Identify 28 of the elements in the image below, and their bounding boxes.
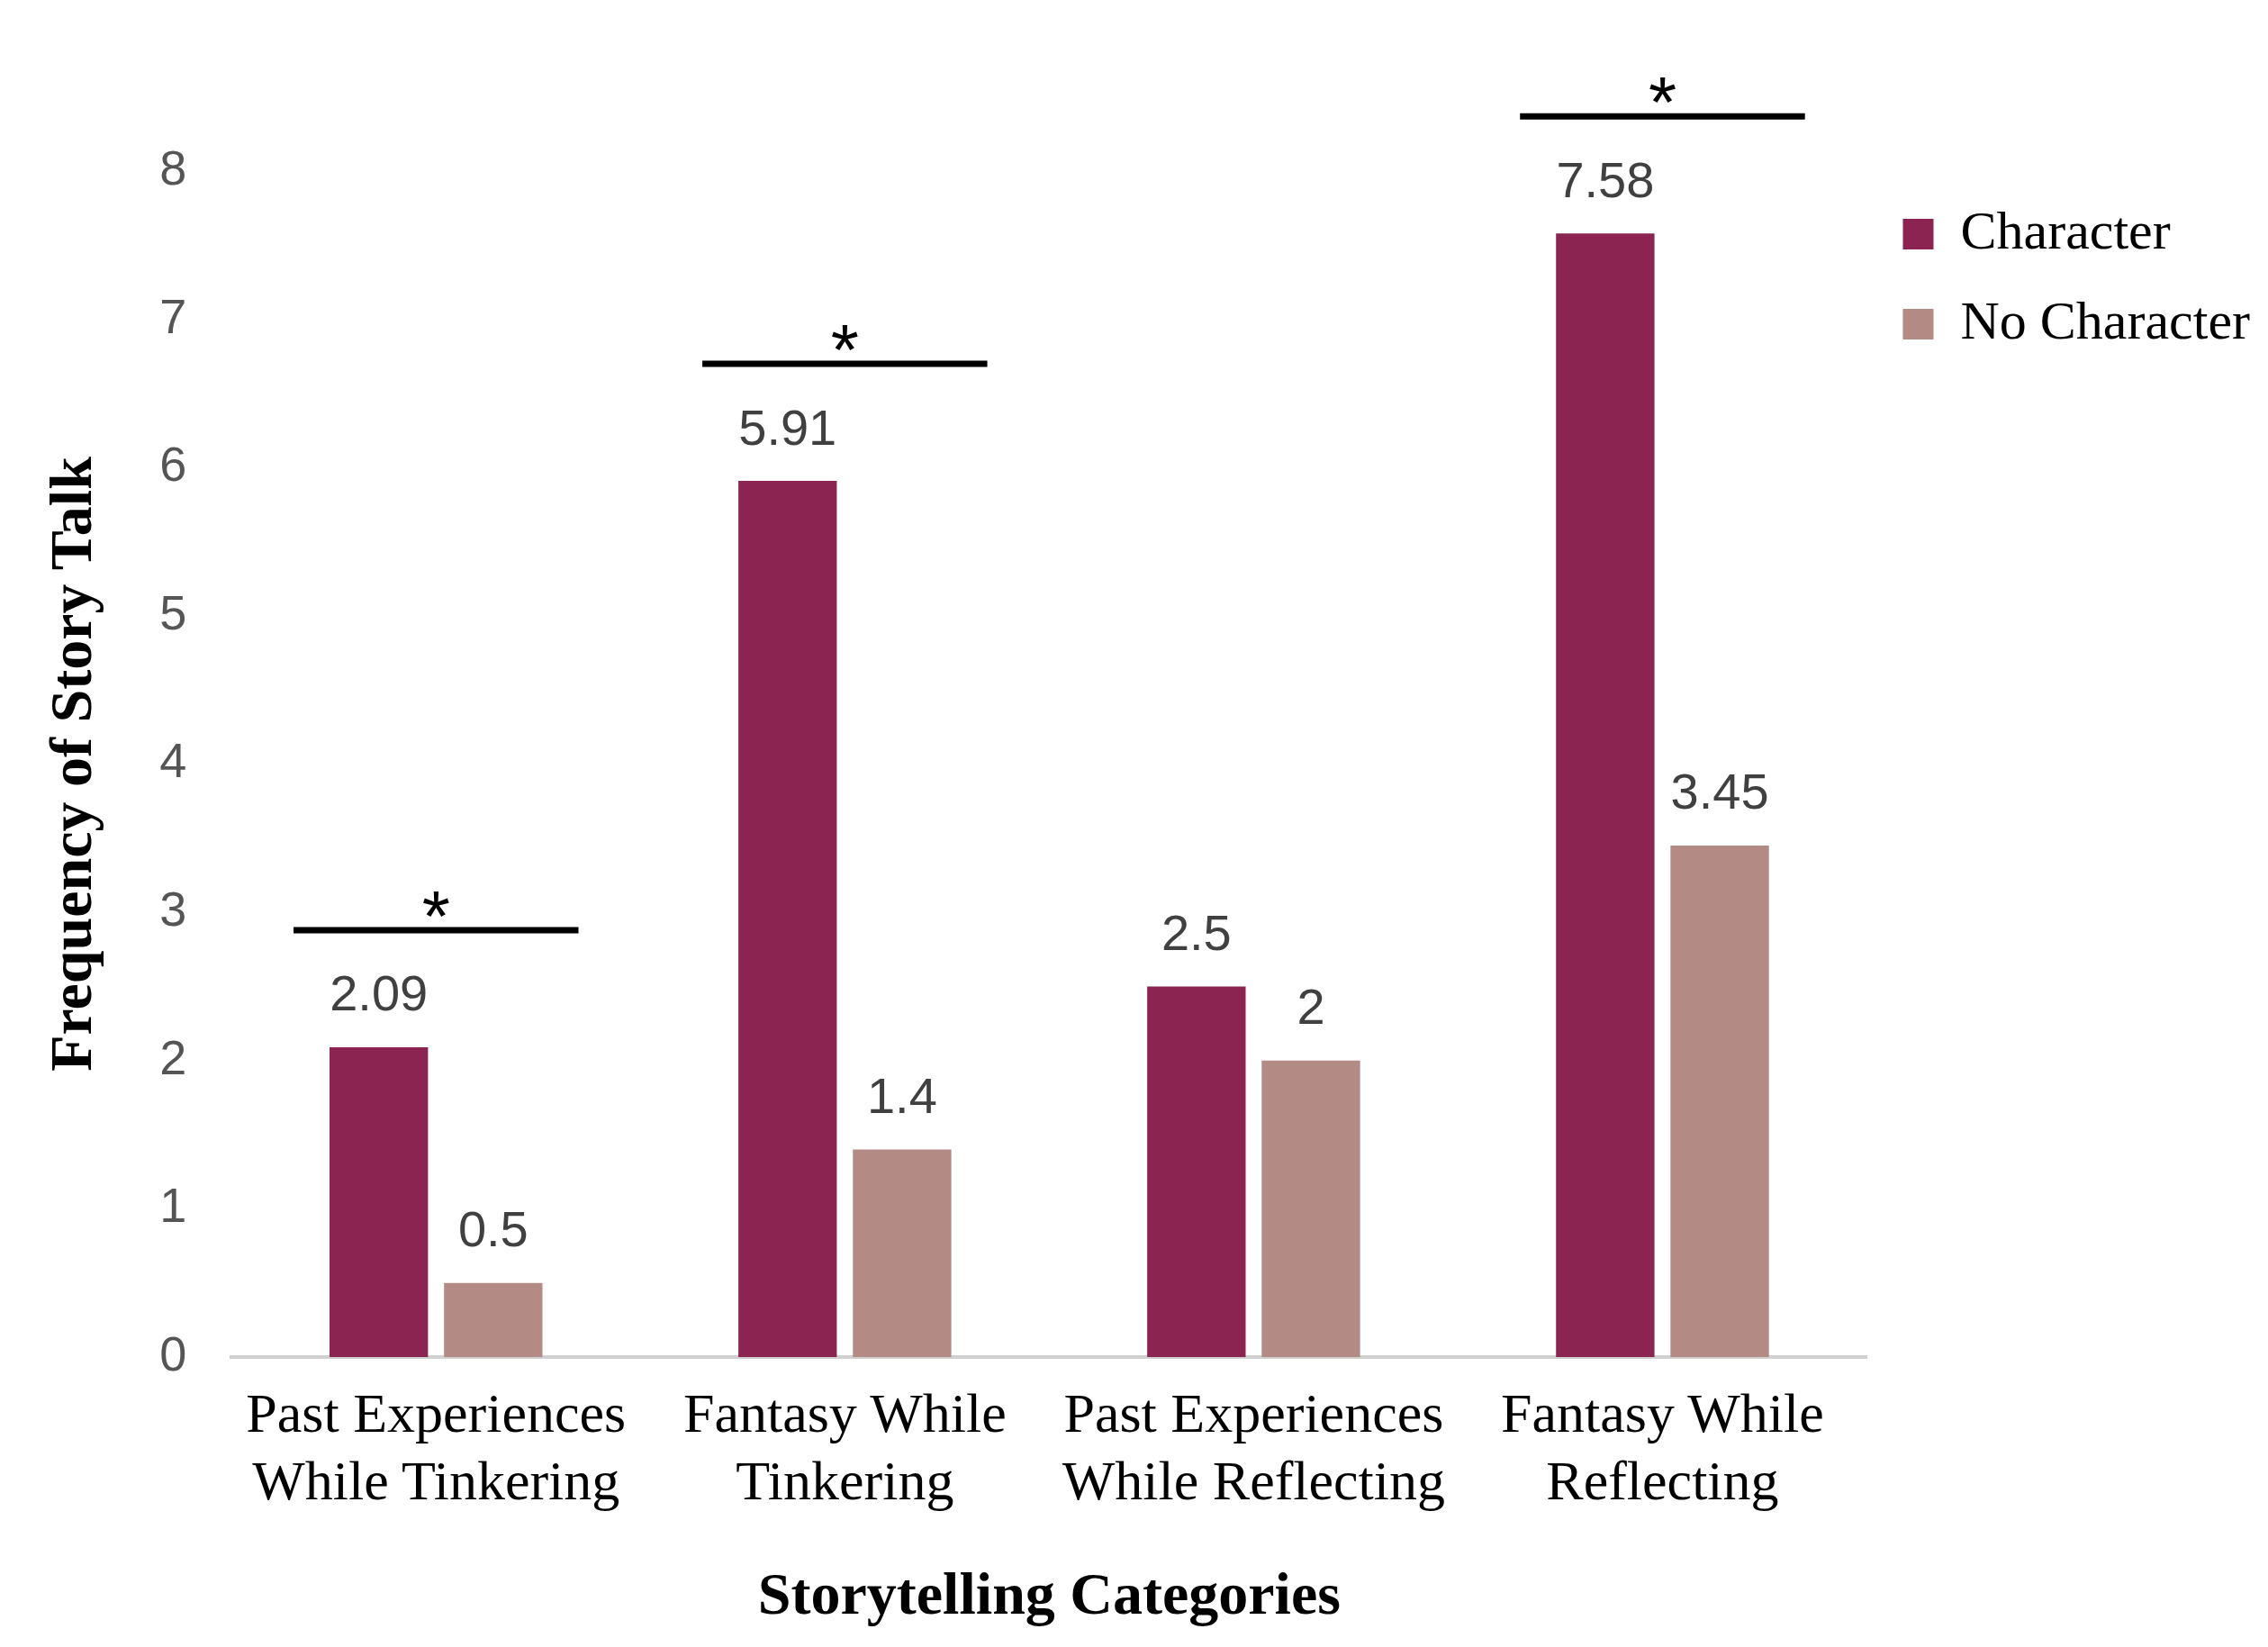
y-tick-label: 5: [159, 584, 187, 639]
text: *: [1648, 62, 1677, 143]
x-tick-label: Past Experiences While Tinkering: [246, 1382, 627, 1511]
x-tick-label: Fantasy While Tinkering: [682, 1382, 1007, 1511]
annotation: *: [421, 876, 450, 956]
data-label: 0.5: [457, 1200, 529, 1258]
y-tick-label: 2: [159, 1029, 187, 1084]
y-tick-label: 3: [159, 882, 187, 937]
y-tick-label: 7: [159, 288, 187, 343]
y-tick-label: 4: [159, 733, 187, 788]
y-tick-label: 6: [159, 437, 187, 492]
legend-label: Character: [1960, 200, 2171, 260]
data-label: 3.45: [1670, 763, 1769, 820]
data-label: 2: [1297, 978, 1325, 1036]
annotation: *: [830, 310, 859, 391]
x-tick-label: Fantasy While Reflecting: [1501, 1382, 1824, 1511]
y-tick-label: 0: [159, 1326, 187, 1380]
data-label: 7.58: [1556, 150, 1655, 208]
data-label: 1.4: [866, 1066, 937, 1124]
data-label: 2.5: [1161, 903, 1232, 961]
y-tick-label: 1: [159, 1178, 187, 1233]
y-axis-title: Frequency of Story Talk: [37, 456, 104, 1072]
legend-label: No Character: [1960, 290, 2251, 350]
data-label: 5.91: [738, 398, 837, 456]
data-label: 2.09: [330, 964, 429, 1022]
y-tick-label: 8: [159, 140, 187, 195]
x-axis-title: Storytelling Categories: [757, 1561, 1341, 1627]
x-tick-label: Past Experiences While Reflecting: [1062, 1382, 1446, 1511]
